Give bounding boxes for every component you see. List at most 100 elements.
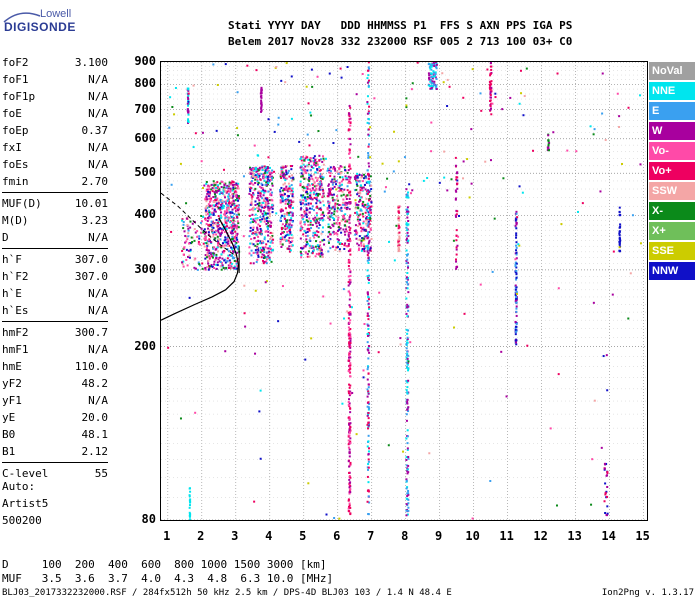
echo-point <box>356 176 359 179</box>
echo-point <box>236 247 239 250</box>
echo-point <box>369 247 372 250</box>
echo-point <box>252 193 255 196</box>
echo-point <box>260 204 263 207</box>
echo-point <box>318 187 321 190</box>
echo-point <box>196 230 199 233</box>
echo-point <box>416 62 419 64</box>
echo-point <box>329 322 332 325</box>
echo-point <box>515 244 518 247</box>
echo-point <box>306 183 309 186</box>
echo-point <box>301 202 304 205</box>
echo-point <box>593 128 596 131</box>
echo-point <box>324 157 327 160</box>
echo-point <box>368 278 371 281</box>
echo-point <box>260 109 263 112</box>
echo-point <box>433 75 436 78</box>
echo-point <box>204 238 207 241</box>
echo-point <box>405 306 408 309</box>
echo-point <box>211 256 214 259</box>
echo-point <box>392 170 395 173</box>
echo-point <box>344 224 347 227</box>
echo-point <box>306 156 309 159</box>
param-name: foE <box>2 107 22 120</box>
echo-point <box>333 233 336 236</box>
echo-point <box>349 327 352 330</box>
echo-point <box>300 194 303 197</box>
echo-point <box>187 111 190 114</box>
echo-point <box>208 200 211 203</box>
echo-point <box>356 231 359 234</box>
echo-point <box>357 225 360 228</box>
echo-point <box>309 237 312 240</box>
echo-point <box>315 252 318 255</box>
echo-point <box>367 177 370 180</box>
echo-point <box>191 236 194 239</box>
echo-point <box>205 180 208 183</box>
echo-point <box>258 185 261 188</box>
echo-point <box>407 265 410 268</box>
echo-point <box>260 96 263 99</box>
echo-point <box>349 411 352 414</box>
echo-point <box>489 93 492 96</box>
echo-point <box>168 126 171 129</box>
echo-point <box>286 222 289 225</box>
echo-point <box>367 261 370 264</box>
echo-point <box>271 176 274 179</box>
echo-point <box>229 226 232 229</box>
echo-point <box>284 225 287 228</box>
echo-point <box>369 180 372 183</box>
echo-point <box>367 513 370 516</box>
echo-point <box>321 239 324 242</box>
echo-point <box>288 227 291 230</box>
echo-point <box>515 221 518 224</box>
echo-point <box>229 196 232 199</box>
echo-point <box>407 235 410 238</box>
echo-point <box>232 224 235 227</box>
echo-point <box>347 392 350 395</box>
echo-point <box>197 242 200 245</box>
echo-point <box>407 406 410 409</box>
echo-point <box>328 230 331 233</box>
echo-point <box>618 237 621 240</box>
echo-point <box>345 225 348 228</box>
y-tick-label: 800 <box>134 76 156 91</box>
echo-point <box>207 227 210 230</box>
echo-point <box>547 143 550 146</box>
echo-point <box>221 180 224 183</box>
echo-point <box>407 506 410 509</box>
echo-point <box>514 288 517 291</box>
echo-point <box>367 408 370 411</box>
echo-point <box>216 246 219 249</box>
echo-point <box>288 245 291 248</box>
echo-point <box>479 92 482 95</box>
echo-point <box>281 194 284 197</box>
echo-point <box>406 366 409 369</box>
x-tick-label: 11 <box>499 529 514 543</box>
echo-point <box>299 250 302 253</box>
echo-point <box>281 209 284 212</box>
echo-point <box>292 176 295 179</box>
echo-point <box>619 239 622 242</box>
echo-point <box>256 178 259 181</box>
echo-point <box>285 173 288 176</box>
legend-item-vo: Vo- <box>649 142 695 160</box>
echo-point <box>236 197 239 200</box>
echo-point <box>287 234 290 237</box>
echo-point <box>311 223 314 226</box>
echo-point <box>216 225 219 228</box>
echo-point <box>207 243 210 246</box>
echo-point <box>315 198 318 201</box>
echo-point <box>234 268 237 271</box>
echo-point <box>367 220 370 223</box>
echo-point <box>257 204 260 207</box>
echo-point <box>257 191 260 194</box>
echo-point <box>302 194 305 197</box>
echo-point <box>309 158 312 161</box>
echo-point <box>281 189 284 192</box>
echo-point <box>340 171 343 174</box>
echo-point <box>285 221 288 224</box>
echo-point <box>265 222 268 225</box>
echo-point <box>515 322 518 325</box>
echo-point <box>288 188 291 191</box>
echo-point <box>516 216 519 219</box>
